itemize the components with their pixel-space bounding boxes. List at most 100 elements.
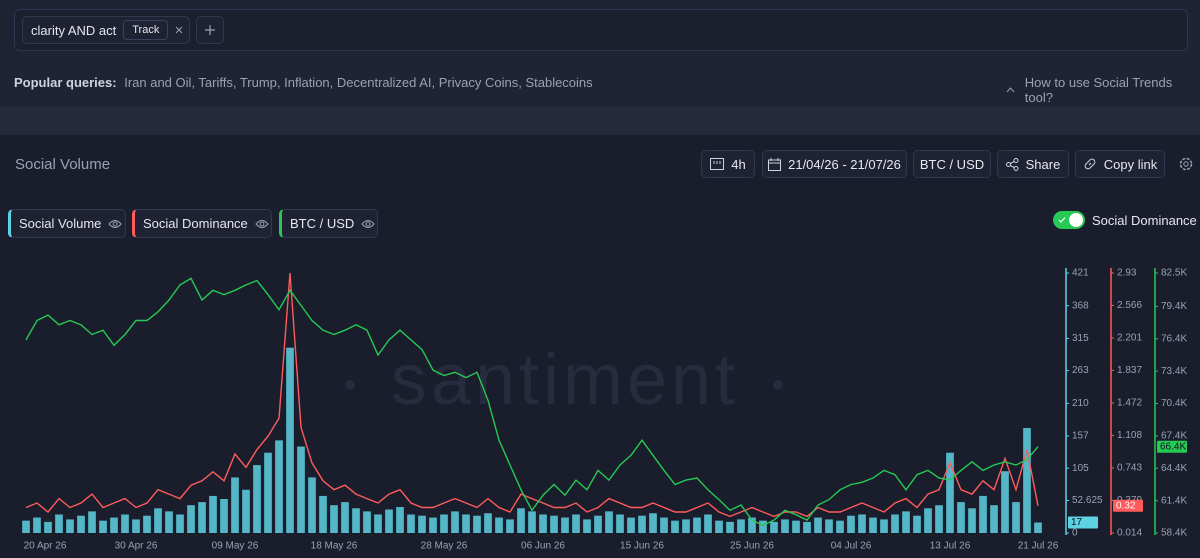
bar	[198, 502, 206, 533]
line	[25, 277, 1039, 527]
bar	[44, 521, 52, 533]
bar	[715, 520, 723, 533]
y-tick-label: 76.4K	[1161, 333, 1187, 344]
range-button[interactable]: 21/04/26 - 21/07/26	[762, 150, 907, 178]
eye-icon[interactable]	[255, 219, 269, 229]
x-tick-label: 21 Jul 26	[1018, 541, 1059, 552]
y-tick-label: 2.93	[1117, 268, 1137, 279]
watermark: santiment	[391, 340, 739, 420]
help-link[interactable]: How to use Social Trends tool?	[1006, 75, 1200, 105]
bar	[1001, 471, 1009, 533]
share-button[interactable]: Share	[997, 150, 1069, 178]
plus-icon	[205, 25, 215, 35]
y-tick-label: 58.4K	[1161, 528, 1187, 539]
x-tick-label: 13 Jul 26	[930, 541, 971, 552]
link-icon	[1084, 158, 1096, 170]
watermark-dot	[773, 380, 783, 390]
value-label: 66.4K	[1160, 441, 1186, 452]
bar	[176, 514, 184, 533]
bar	[121, 514, 129, 533]
check-icon	[1058, 217, 1066, 223]
bar	[979, 495, 987, 533]
y-tick-label: 0	[1072, 528, 1078, 539]
copy-link: Copy link	[1103, 156, 1158, 172]
y-tick-label: 0.014	[1117, 528, 1142, 539]
bar	[363, 511, 371, 533]
bar	[770, 521, 778, 533]
bar	[99, 520, 107, 533]
eye-icon[interactable]	[108, 219, 123, 229]
bar	[594, 515, 602, 533]
y-tick-label: 263	[1072, 365, 1089, 376]
value-badge	[1157, 440, 1187, 453]
bar	[726, 521, 734, 533]
y-tick-label: 0.743	[1117, 463, 1142, 474]
pair-button[interactable]: BTC / USD	[913, 150, 991, 178]
close-icon[interactable]	[175, 26, 183, 34]
eye-icon[interactable]	[361, 219, 375, 229]
bar	[957, 502, 965, 533]
y-tick-label: 421	[1072, 268, 1089, 279]
value-label: 0.32	[1116, 500, 1136, 511]
bar	[682, 519, 690, 533]
bar	[880, 519, 888, 533]
bar	[220, 499, 228, 533]
y-tick-label: 368	[1072, 300, 1089, 311]
bar	[803, 521, 811, 533]
bar	[869, 517, 877, 533]
bar	[605, 511, 613, 533]
bar	[946, 452, 954, 533]
toggle-label: Social Dominance	[1092, 213, 1197, 228]
bar	[396, 507, 404, 533]
interval: 4h	[731, 156, 746, 172]
x-tick-label: 25 Jun 26	[730, 541, 774, 552]
popular-label: Popular queries:	[14, 75, 117, 90]
value-badge	[1068, 516, 1098, 529]
bar	[990, 505, 998, 533]
y-tick-label: 1.108	[1117, 430, 1142, 441]
query-tag[interactable]: clarity AND act Track	[22, 16, 190, 44]
bar	[814, 517, 822, 533]
bar	[759, 520, 767, 533]
add-button[interactable]	[196, 16, 224, 44]
bar	[165, 511, 173, 533]
bar	[253, 465, 261, 533]
y-tick-label: 157	[1072, 431, 1089, 442]
pair: BTC / USD	[919, 156, 985, 172]
toggle-switch[interactable]	[1053, 211, 1085, 229]
bar	[748, 517, 756, 533]
y-tick-label: 61.4K	[1161, 495, 1187, 506]
y-tick-label: 2.201	[1117, 333, 1142, 344]
bar	[528, 511, 536, 533]
bar	[66, 519, 74, 533]
bar	[495, 517, 503, 533]
y-tick-label: 70.4K	[1161, 398, 1187, 409]
bar	[792, 520, 800, 533]
copy-button[interactable]: Copy link	[1075, 150, 1165, 178]
bar	[627, 517, 635, 533]
x-tick-label: 30 Apr 26	[115, 541, 158, 552]
bar	[1034, 522, 1042, 533]
bar	[418, 515, 426, 533]
track-chip[interactable]: Track	[123, 20, 169, 40]
bar	[638, 515, 646, 533]
bar	[352, 508, 360, 533]
bar	[704, 514, 712, 533]
legend-item[interactable]: Social Dominance	[132, 209, 272, 238]
interval-button[interactable]: 4h	[701, 150, 755, 178]
legend-label: Social Volume	[19, 216, 102, 231]
popular-queries[interactable]: Iran and Oil, Tariffs, Trump, Inflation,…	[124, 75, 593, 90]
bar	[132, 519, 140, 533]
legend-item[interactable]: BTC / USD	[279, 209, 378, 238]
settings-icon[interactable]	[1178, 156, 1194, 172]
bar	[825, 519, 833, 533]
bar	[660, 517, 668, 533]
bar	[264, 452, 272, 533]
y-tick-label: 67.4K	[1161, 431, 1187, 442]
bar	[572, 514, 580, 533]
x-tick-label: 09 May 26	[212, 541, 259, 552]
strip	[0, 107, 1200, 135]
legend-item[interactable]: Social Volume	[8, 209, 126, 238]
